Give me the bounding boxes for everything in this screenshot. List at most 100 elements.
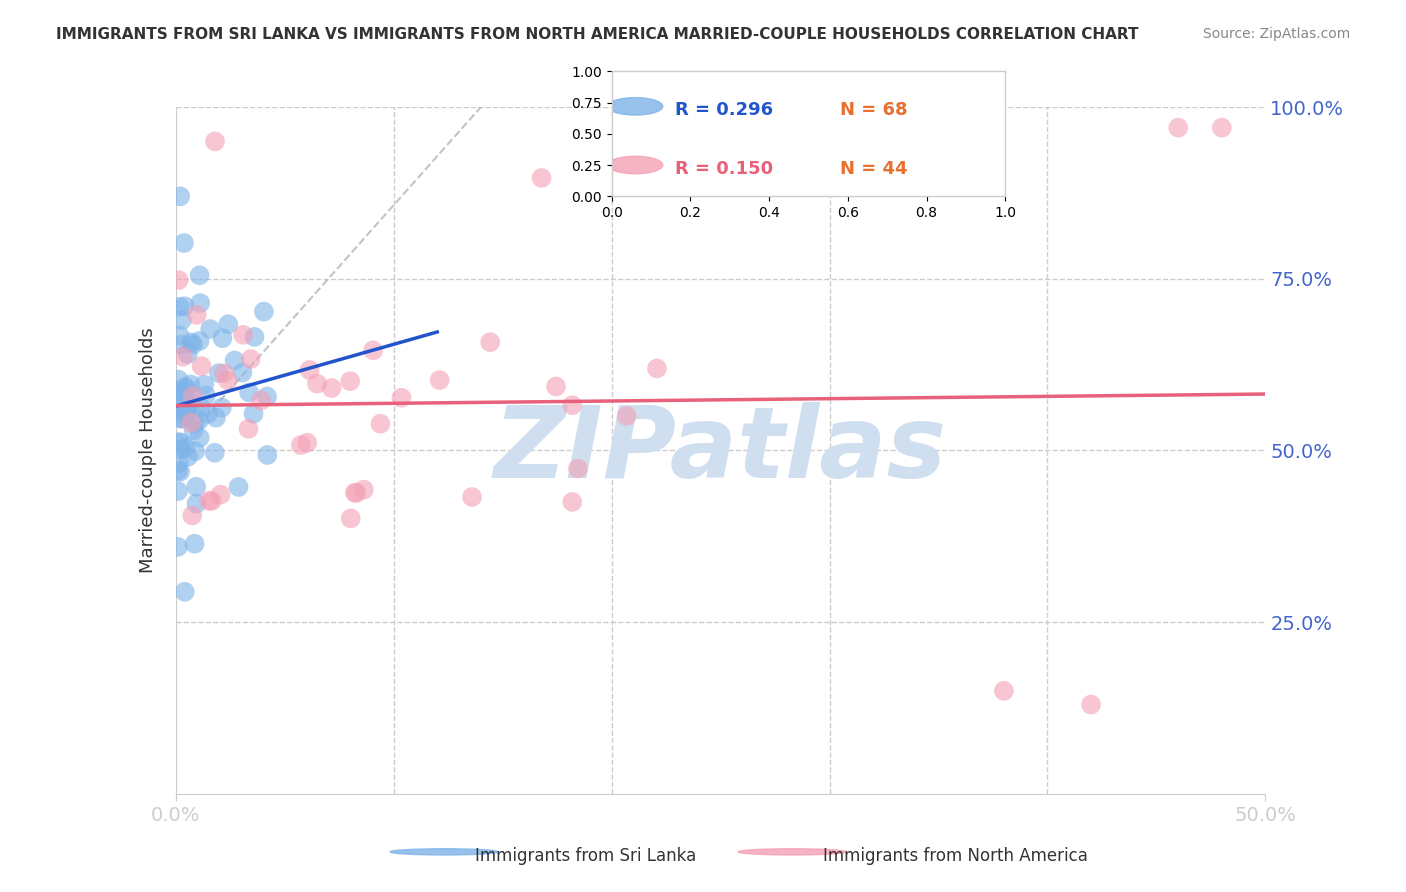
Point bbox=[184, 444, 207, 458]
Point bbox=[217, 318, 239, 332]
Point bbox=[183, 423, 205, 437]
Point bbox=[180, 395, 202, 409]
Circle shape bbox=[607, 156, 662, 174]
Text: Source: ZipAtlas.com: Source: ZipAtlas.com bbox=[1202, 27, 1350, 41]
Point bbox=[209, 487, 232, 501]
Point bbox=[353, 483, 375, 497]
Point bbox=[180, 416, 202, 430]
Point bbox=[188, 268, 211, 283]
Point bbox=[181, 337, 204, 351]
Point bbox=[242, 407, 264, 421]
Point bbox=[188, 296, 211, 310]
Point bbox=[167, 540, 190, 554]
Point bbox=[188, 431, 211, 445]
Point bbox=[208, 366, 231, 380]
Point bbox=[321, 381, 343, 395]
Point bbox=[177, 399, 200, 413]
Point bbox=[1080, 698, 1102, 712]
Point bbox=[174, 406, 197, 420]
Point bbox=[167, 390, 190, 404]
Point bbox=[239, 352, 262, 367]
Point bbox=[198, 322, 221, 336]
Text: IMMIGRANTS FROM SRI LANKA VS IMMIGRANTS FROM NORTH AMERICA MARRIED-COUPLE HOUSEH: IMMIGRANTS FROM SRI LANKA VS IMMIGRANTS … bbox=[56, 27, 1139, 42]
Point bbox=[298, 363, 321, 377]
Point bbox=[361, 343, 384, 358]
Point bbox=[173, 584, 195, 599]
Point bbox=[180, 377, 202, 392]
Point bbox=[169, 328, 191, 343]
Point bbox=[167, 384, 190, 398]
Point bbox=[186, 480, 208, 494]
Point bbox=[250, 393, 273, 408]
Point bbox=[173, 408, 195, 422]
Point bbox=[188, 334, 211, 348]
Point bbox=[205, 410, 228, 425]
Point bbox=[256, 389, 278, 403]
Point bbox=[170, 411, 193, 425]
Point bbox=[290, 438, 312, 452]
Point bbox=[297, 435, 319, 450]
Point bbox=[211, 331, 233, 345]
Point bbox=[186, 497, 208, 511]
Point bbox=[174, 380, 197, 394]
Point bbox=[391, 391, 413, 405]
Point bbox=[197, 407, 219, 421]
Point bbox=[181, 389, 204, 403]
Point bbox=[561, 398, 583, 412]
Point bbox=[212, 367, 235, 381]
Point bbox=[167, 373, 190, 387]
Point bbox=[339, 511, 361, 525]
Point bbox=[645, 361, 668, 376]
Point bbox=[173, 299, 195, 313]
Point bbox=[180, 335, 202, 350]
Point bbox=[188, 413, 211, 427]
Point bbox=[204, 446, 226, 460]
Text: R = 0.150: R = 0.150 bbox=[675, 160, 773, 178]
Point bbox=[305, 376, 328, 391]
Point bbox=[169, 465, 191, 479]
Point bbox=[198, 493, 221, 508]
Point bbox=[461, 490, 484, 504]
Point bbox=[190, 400, 212, 414]
Point bbox=[232, 327, 254, 342]
Point bbox=[169, 442, 191, 457]
Point bbox=[167, 435, 190, 450]
Point bbox=[217, 373, 239, 387]
Point bbox=[193, 377, 215, 392]
Point bbox=[194, 388, 217, 402]
Point bbox=[176, 347, 198, 361]
Point bbox=[567, 461, 589, 475]
Point bbox=[174, 404, 197, 418]
Point bbox=[169, 189, 191, 203]
Point bbox=[243, 330, 266, 344]
Point bbox=[176, 383, 198, 397]
Point bbox=[170, 337, 193, 351]
Point bbox=[1167, 120, 1189, 135]
Point bbox=[183, 537, 205, 551]
Circle shape bbox=[738, 849, 846, 855]
Point bbox=[173, 235, 195, 250]
Point bbox=[429, 373, 451, 387]
Point bbox=[190, 359, 212, 373]
Point bbox=[253, 304, 276, 318]
Point bbox=[238, 385, 260, 400]
Circle shape bbox=[607, 97, 662, 115]
Point bbox=[167, 484, 190, 499]
Point bbox=[1211, 120, 1233, 135]
Text: R = 0.296: R = 0.296 bbox=[675, 101, 773, 119]
Point bbox=[211, 401, 233, 415]
Point bbox=[173, 385, 195, 400]
Point bbox=[228, 480, 250, 494]
Point bbox=[201, 494, 224, 508]
Point bbox=[184, 416, 207, 430]
Point bbox=[167, 273, 190, 287]
Point bbox=[544, 379, 567, 393]
Point bbox=[170, 400, 193, 414]
Point bbox=[561, 495, 583, 509]
Point bbox=[172, 350, 194, 364]
Point bbox=[370, 417, 392, 431]
Point bbox=[204, 134, 226, 148]
Point bbox=[174, 441, 197, 455]
Point bbox=[530, 170, 553, 185]
Point bbox=[169, 300, 191, 314]
